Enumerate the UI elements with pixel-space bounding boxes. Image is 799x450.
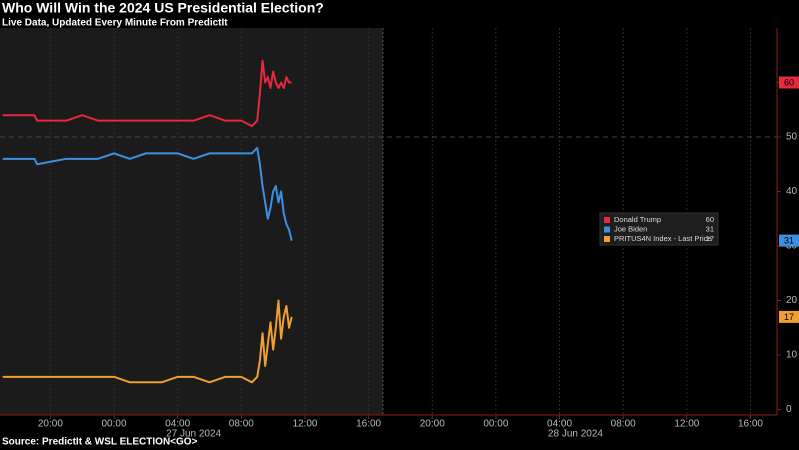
- legend-label: Joe Biden: [614, 224, 647, 233]
- x-tick-label: 08:00: [611, 419, 636, 430]
- y-tick-label: 20: [786, 295, 798, 306]
- legend-swatch: [604, 217, 610, 223]
- series-line: [2, 59, 292, 128]
- x-tick-label: 08:00: [229, 419, 254, 430]
- y-tick-label: 40: [786, 186, 798, 197]
- x-tick-label: 04:00: [165, 419, 190, 430]
- x-tick-label: 00:00: [102, 419, 127, 430]
- x-tick-label: 12:00: [674, 419, 699, 430]
- legend-value: 17: [706, 234, 714, 243]
- last-value-label: 17: [784, 312, 794, 322]
- x-tick-label: 20:00: [38, 419, 63, 430]
- legend-value: 31: [706, 224, 714, 233]
- chart-subtitle: Live Data, Updated Every Minute From Pre…: [2, 18, 228, 29]
- x-tick-label: 16:00: [738, 419, 763, 430]
- last-value-tag: [779, 234, 799, 247]
- x-tick-label: 00:00: [483, 419, 508, 430]
- y-tick-label: 10: [786, 350, 798, 361]
- last-value-label: 60: [784, 77, 794, 87]
- legend-swatch: [604, 236, 610, 242]
- legend-swatch: [604, 226, 610, 233]
- last-value-label: 31: [784, 235, 794, 245]
- date-label: 27 Jun 2024: [166, 429, 221, 440]
- series-line: [2, 146, 293, 241]
- last-value-tag: [779, 310, 799, 323]
- source-note: Source: PredictIt & WSL ELECTION<GO>: [2, 437, 198, 448]
- x-tick-label: 20:00: [420, 419, 445, 430]
- legend-value: 60: [706, 215, 714, 224]
- legend-label: PRITUS4N Index - Last Price: [614, 234, 712, 243]
- x-tick-label: 04:00: [547, 419, 572, 430]
- x-tick-label: 16:00: [356, 419, 381, 430]
- y-tick-label: 50: [786, 132, 798, 143]
- x-tick-label: 12:00: [292, 419, 317, 430]
- series-line: [2, 299, 293, 384]
- y-tick-label: 0: [786, 404, 792, 415]
- shaded-period: [0, 28, 383, 415]
- date-label: 28 Jun 2024: [548, 429, 603, 440]
- legend-box: [599, 212, 719, 246]
- chart-title: Who Will Win the 2024 US Presidential El…: [2, 0, 324, 16]
- legend-label: Donald Trump: [614, 215, 661, 224]
- last-value-tag: [779, 76, 799, 89]
